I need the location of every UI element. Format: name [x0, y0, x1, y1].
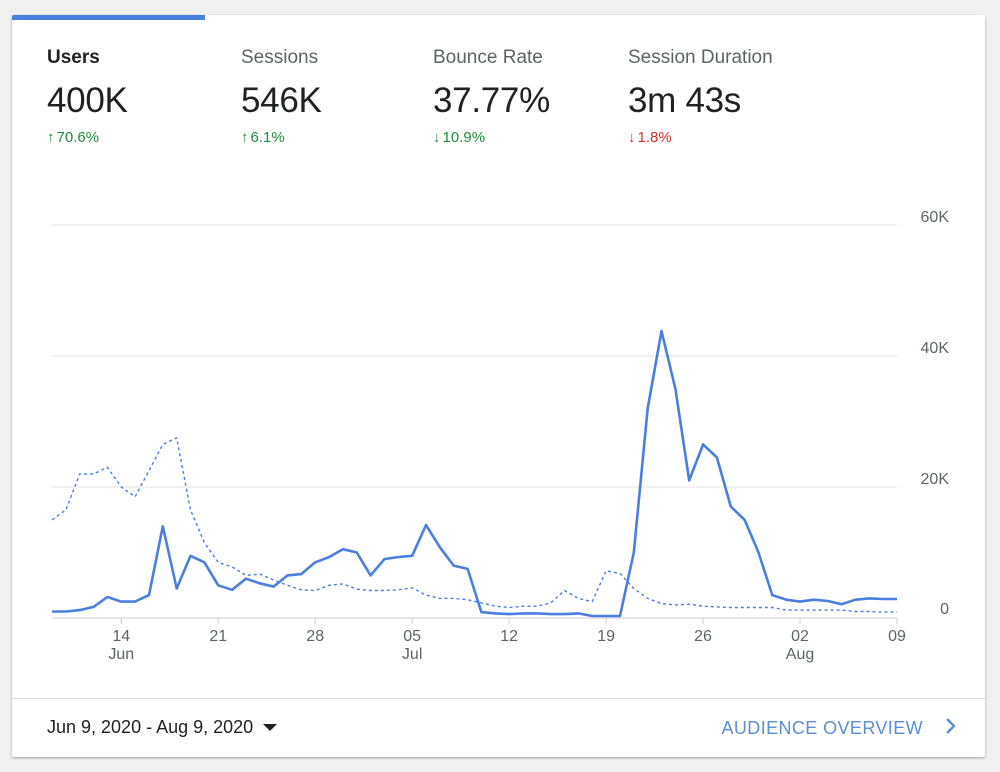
- y-tick-label: 40K: [921, 340, 950, 357]
- metric-delta-value: 1.8%: [637, 129, 672, 146]
- audience-overview-link[interactable]: AUDIENCE OVERVIEW: [721, 718, 956, 739]
- metric-tab-users[interactable]: Users 400K ↑ 70.6%: [47, 47, 128, 146]
- arrow-down-icon: ↓: [628, 129, 636, 146]
- x-tick-label: 12: [500, 628, 518, 645]
- arrow-up-icon: ↑: [241, 129, 249, 146]
- y-tick-label: 0: [940, 601, 949, 618]
- audience-overview-label: AUDIENCE OVERVIEW: [721, 718, 923, 738]
- x-tick-label: 19: [597, 628, 615, 645]
- users-line: [52, 329, 897, 618]
- metric-value: 546K: [241, 81, 322, 120]
- y-tick-label: 60K: [921, 209, 950, 226]
- metric-label: Sessions: [241, 47, 319, 68]
- chevron-right-icon: [945, 718, 956, 739]
- previous-period-line: [51, 437, 897, 613]
- metric-value: 37.77%: [433, 81, 550, 120]
- metric-tab-bounce-rate[interactable]: Bounce Rate 37.77% ↓ 10.9%: [433, 47, 550, 146]
- metric-value: 3m 43s: [628, 81, 741, 120]
- metric-delta: ↓ 1.8%: [628, 129, 773, 146]
- metric-delta-value: 6.1%: [250, 129, 285, 146]
- metric-delta: ↑ 70.6%: [47, 129, 128, 146]
- x-tick-month-label: Jul: [402, 646, 422, 663]
- metric-label: Bounce Rate: [433, 47, 543, 68]
- metric-value: 400K: [47, 81, 128, 120]
- date-range-label: Jun 9, 2020 - Aug 9, 2020: [47, 717, 254, 737]
- card-footer: Jun 9, 2020 - Aug 9, 2020 AUDIENCE OVERV…: [12, 698, 985, 757]
- metric-tab-session-duration[interactable]: Session Duration 3m 43s ↓ 1.8%: [628, 47, 773, 146]
- y-tick-label: 20K: [921, 471, 950, 488]
- metric-label: Users: [47, 47, 100, 68]
- x-tick-label: 02: [791, 628, 809, 645]
- audience-card: Users 400K ↑ 70.6% Sessions 546K ↑ 6.1% Bo…: [12, 15, 985, 757]
- metric-label: Session Duration: [628, 47, 773, 68]
- caret-down-icon: [263, 724, 278, 731]
- x-tick-month-label: Jun: [108, 646, 134, 663]
- x-tick-label: 21: [209, 628, 227, 645]
- arrow-up-icon: ↑: [47, 129, 55, 146]
- x-tick-month-label: Aug: [786, 646, 814, 663]
- active-tab-indicator: [12, 15, 205, 20]
- x-tick-label: 28: [306, 628, 324, 645]
- metric-delta: ↑ 6.1%: [241, 129, 322, 146]
- metric-delta-value: 10.9%: [442, 129, 486, 146]
- x-tick-label: 05: [403, 628, 421, 645]
- arrow-down-icon: ↓: [433, 129, 441, 146]
- x-tick-label: 14: [112, 628, 130, 645]
- x-tick-label: 26: [694, 628, 712, 645]
- date-range-selector[interactable]: Jun 9, 2020 - Aug 9, 2020: [47, 717, 278, 738]
- metric-delta: ↓ 10.9%: [433, 129, 550, 146]
- metric-delta-value: 70.6%: [56, 129, 100, 146]
- x-tick-label: 09: [888, 628, 906, 645]
- metric-tab-sessions[interactable]: Sessions 546K ↑ 6.1%: [241, 47, 322, 146]
